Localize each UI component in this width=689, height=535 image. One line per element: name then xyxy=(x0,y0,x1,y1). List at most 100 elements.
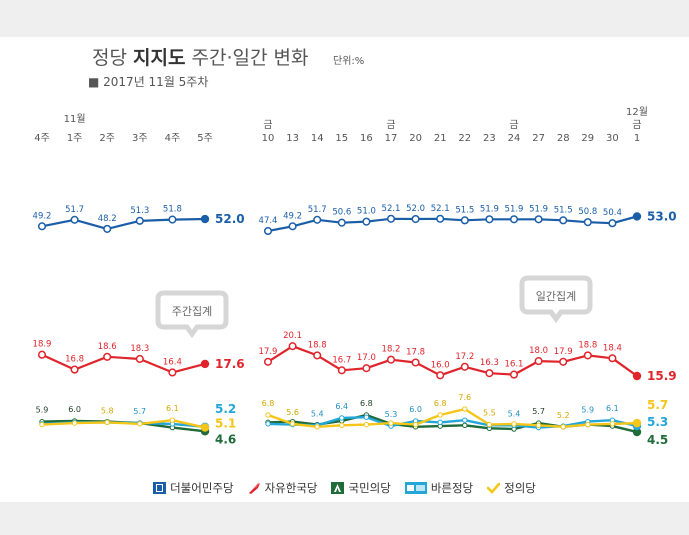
point-bareun xyxy=(437,419,443,426)
data-label-bareun: 5.3 xyxy=(647,415,668,429)
data-label-liberty-korea: 18.6 xyxy=(98,342,117,352)
data-label-peoples: 6.0 xyxy=(68,405,81,414)
point-justice xyxy=(585,421,591,428)
series-line-justice xyxy=(41,419,206,429)
daily-bubble-label: 일간집계 xyxy=(536,289,576,303)
point-democratic xyxy=(509,215,519,224)
point-democratic xyxy=(632,212,642,221)
data-label-democratic: 51.0 xyxy=(357,207,376,217)
x-tick-label: 5주 xyxy=(197,133,213,144)
series-line-justice xyxy=(267,407,638,428)
data-label-democratic: 51.5 xyxy=(554,205,573,215)
point-justice xyxy=(137,421,143,427)
point-peoples xyxy=(632,427,642,437)
data-label-peoples: 5.9 xyxy=(36,406,49,415)
data-label-democratic: 51.7 xyxy=(308,205,327,215)
point-liberty-korea xyxy=(411,358,420,367)
title-prefix: 정당 xyxy=(92,47,133,69)
x-tick-label: 10 xyxy=(262,133,275,144)
point-peoples xyxy=(462,422,468,429)
subtitle: ■ 2017년 11월 5주차 xyxy=(88,75,208,89)
legend-item-peoples: 국민의당 xyxy=(331,480,391,496)
data-label-bareun: 5.2 xyxy=(215,402,236,416)
data-label-democratic: 51.5 xyxy=(455,205,474,215)
data-label-bareun: 6.0 xyxy=(409,405,422,414)
data-label-peoples: 5.7 xyxy=(532,407,545,416)
data-label-democratic: 49.2 xyxy=(283,211,302,221)
point-democratic xyxy=(200,214,210,224)
point-bareun xyxy=(363,414,370,420)
point-justice xyxy=(560,424,566,430)
data-label-liberty-korea: 20.1 xyxy=(283,331,302,341)
x-tick-label: 14 xyxy=(311,133,324,144)
point-democratic xyxy=(168,215,177,224)
point-justice xyxy=(511,421,517,427)
data-label-democratic: 51.8 xyxy=(163,205,182,215)
point-democratic xyxy=(534,215,543,224)
data-label-justice: 5.5 xyxy=(483,409,496,418)
point-justice xyxy=(486,421,493,428)
point-justice xyxy=(339,422,345,429)
data-label-democratic: 52.1 xyxy=(382,204,401,214)
data-label-liberty-korea: 18.9 xyxy=(33,340,52,350)
point-liberty-korea xyxy=(485,369,494,378)
data-label-bareun: 6.4 xyxy=(335,402,348,411)
legend-item-liberty-korea: 자유한국당 xyxy=(248,480,317,496)
data-label-justice: 7.6 xyxy=(458,393,471,402)
point-democratic xyxy=(103,224,112,233)
data-label-liberty-korea: 17.6 xyxy=(215,357,245,371)
point-democratic xyxy=(608,219,617,228)
data-label-bareun: 5.7 xyxy=(133,407,146,416)
x-tick-label: 16 xyxy=(360,133,373,144)
data-label-democratic: 51.9 xyxy=(480,204,499,214)
x-tick-label: 22 xyxy=(458,133,471,144)
data-label-justice: 5.7 xyxy=(647,398,668,412)
point-liberty-korea xyxy=(559,357,568,366)
data-label-liberty-korea: 17.9 xyxy=(259,347,278,357)
data-label-bareun: 5.3 xyxy=(385,410,398,419)
data-label-peoples: 6.8 xyxy=(360,399,373,408)
point-justice xyxy=(609,421,616,427)
point-justice xyxy=(71,420,78,426)
x-tick-label: 2주 xyxy=(99,133,115,144)
point-democratic xyxy=(362,217,371,226)
series-line-liberty-korea xyxy=(41,353,206,374)
data-label-democratic: 51.3 xyxy=(130,206,149,216)
bareun-logo xyxy=(404,482,427,494)
data-label-bareun: 5.4 xyxy=(508,409,521,418)
data-label-justice: 5.8 xyxy=(101,406,114,415)
point-justice xyxy=(200,423,210,432)
data-label-justice: 5.2 xyxy=(557,411,570,420)
data-label-liberty-korea: 16.7 xyxy=(332,355,351,365)
data-label-liberty-korea: 16.3 xyxy=(480,358,499,368)
legend-label: 더불어민주당 xyxy=(170,481,234,495)
point-democratic xyxy=(337,218,346,227)
point-liberty-korea xyxy=(168,368,177,377)
x-tick-label: 13 xyxy=(286,133,299,144)
x-tick-label: 17 xyxy=(385,133,398,144)
legend-label: 바른정당 xyxy=(430,481,474,495)
point-justice xyxy=(412,421,419,428)
month-label: 11월 xyxy=(64,113,86,125)
point-liberty-korea xyxy=(436,371,445,380)
weekly-panel: 4주 1주 11월 2주 3주 4주 5주 49.2 51.7 48.2 51.3 51.8 52.0 1… xyxy=(33,113,245,446)
point-liberty-korea xyxy=(632,371,642,381)
data-label-democratic: 53.0 xyxy=(647,209,677,223)
legend: 더불어민주당 자유한국당 국민의당 바른정당 정의당 xyxy=(0,478,689,498)
point-democratic xyxy=(436,214,445,223)
point-democratic xyxy=(70,215,79,224)
data-label-peoples: 4.6 xyxy=(215,432,236,446)
x-tick-label: 24 xyxy=(508,133,521,144)
bubbles: 주간집계 일간집계 xyxy=(155,275,593,339)
point-liberty-korea xyxy=(608,354,617,363)
series-line-democratic xyxy=(41,217,206,230)
data-label-bareun: 6.1 xyxy=(606,404,619,413)
point-democratic xyxy=(37,222,47,231)
data-label-justice: 6.1 xyxy=(166,404,179,413)
data-label-liberty-korea: 18.8 xyxy=(578,340,597,350)
point-bareun xyxy=(339,415,345,421)
point-justice xyxy=(104,419,110,426)
point-liberty-korea xyxy=(263,357,273,366)
